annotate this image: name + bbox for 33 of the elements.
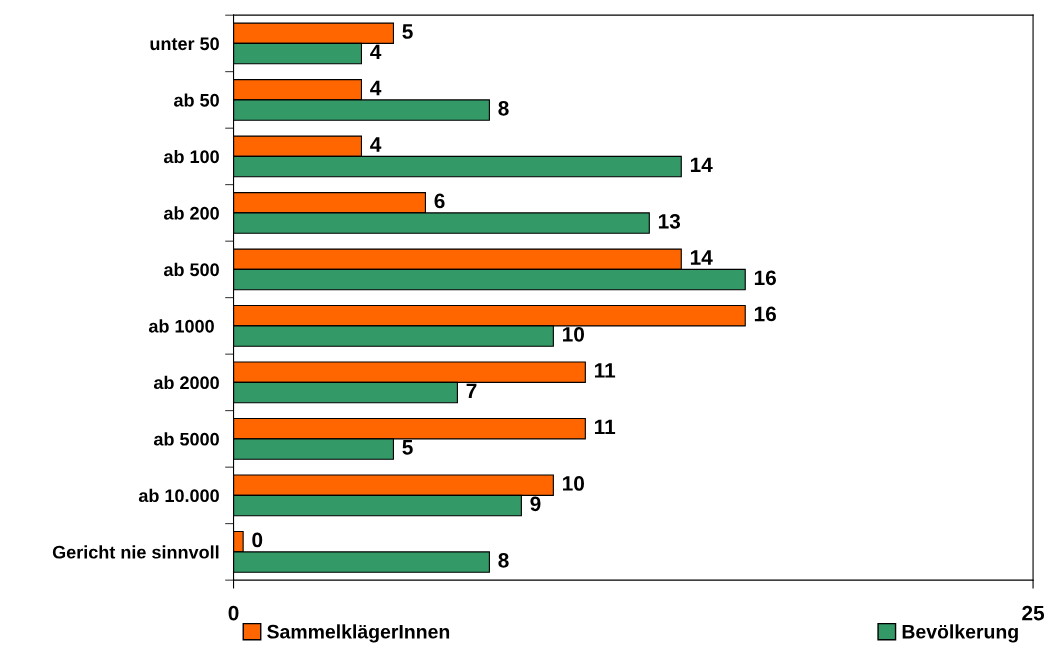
data-label: 11 [594, 419, 616, 435]
data-label: 7 [466, 383, 477, 398]
y-tick-label: ab 10.000 [138, 488, 219, 503]
data-label: 10 [563, 476, 584, 491]
y-tick-label: ab 1000 [148, 319, 214, 333]
data-label: 8 [498, 100, 509, 116]
y-tick-label: unter 50 [150, 37, 219, 51]
legend-label: SammelklägerInnen [267, 624, 450, 643]
x-tick-label: 25 [1022, 605, 1045, 621]
y-tick-label: ab 50 [174, 93, 219, 107]
data-label: 16 [754, 270, 776, 286]
data-label: 4 [370, 80, 382, 96]
y-tick-label: ab 500 [163, 262, 219, 277]
y-tick-label: ab 2000 [153, 375, 219, 390]
data-label: 4 [370, 44, 382, 59]
data-label: 9 [530, 496, 541, 512]
data-label: 11 [594, 363, 616, 378]
data-label: 5 [402, 440, 413, 455]
data-label: 16 [754, 306, 776, 322]
data-label: 0 [252, 532, 263, 548]
y-tick-label: Gericht nie sinnvoll [52, 545, 219, 559]
data-label: 5 [402, 24, 413, 39]
y-tick-label: ab 5000 [153, 432, 219, 446]
data-label: 8 [498, 552, 509, 568]
y-tick-label: ab 200 [163, 206, 219, 220]
legend-label: Bevölkerung [902, 624, 1018, 643]
data-label: 14 [690, 157, 713, 172]
data-label: 13 [658, 213, 681, 229]
y-tick-label: ab 100 [163, 149, 219, 164]
data-label: 4 [370, 137, 382, 152]
data-label: 10 [563, 326, 584, 342]
data-label: 14 [690, 250, 713, 265]
data-label: 6 [434, 193, 445, 209]
